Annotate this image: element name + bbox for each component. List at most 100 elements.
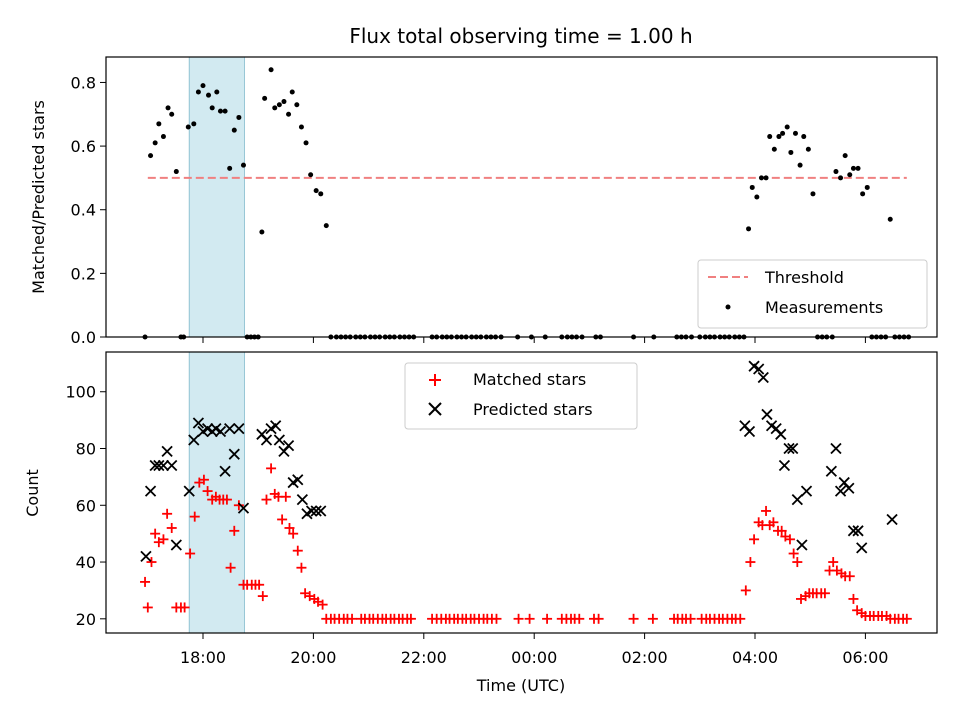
measurement-point (222, 108, 228, 114)
measurement-point (842, 153, 848, 159)
measurement-point (303, 140, 309, 146)
predicted-star-marker (292, 474, 304, 486)
bottom-y-tick-label: 20 (76, 610, 96, 629)
measurement-point (227, 165, 233, 171)
measurement-point (763, 175, 769, 181)
predicted-star-marker (228, 448, 240, 460)
matched-star-marker (146, 557, 157, 568)
legend-predicted-label: Predicted stars (473, 400, 593, 419)
measurement-point (810, 191, 816, 197)
top-x-ticks (202, 337, 866, 343)
highlight-band-rect (188, 351, 245, 634)
measurement-point (195, 89, 201, 95)
x-tick-label: 20:00 (290, 648, 336, 667)
matched-star-marker (735, 613, 746, 624)
predicted-star-marker (224, 422, 236, 435)
measurement-point (771, 146, 777, 152)
x-tick-label: 00:00 (511, 648, 557, 667)
x-axis-label: Time (UTC) (476, 676, 565, 695)
matched-star-marker (740, 585, 751, 596)
predicted-star-marker (886, 513, 898, 526)
measurement-point (173, 169, 179, 175)
matched-star-marker (844, 571, 855, 582)
top-y-axis-label: Matched/Predicted stars (29, 100, 48, 294)
bottom-x-axis: 18:00 20:00 22:00 00:00 02:00 04:00 06:00 (180, 633, 888, 667)
measurement-point (754, 194, 760, 200)
matched-star-marker (347, 613, 358, 624)
legend-matched-label: Matched stars (473, 370, 586, 389)
bottom-y-tick-label: 100 (65, 383, 96, 402)
matched-star-marker (202, 486, 213, 497)
matched-star-marker (647, 613, 658, 624)
measurement-point (214, 89, 220, 95)
predicted-star-marker (310, 505, 322, 517)
matched-star-marker (266, 463, 277, 474)
predicted-star-marker (743, 425, 756, 438)
measurement-point (209, 105, 215, 111)
predicted-star-marker (237, 502, 250, 514)
predicted-star-marker (273, 434, 285, 446)
bottom-axes-frame (105, 351, 938, 634)
predicted-star-marker (192, 417, 205, 429)
bottom-highlight-band (188, 351, 245, 634)
predicted-star-marker (170, 539, 182, 551)
matched-star-marker (542, 613, 553, 624)
matched-star-marker (233, 500, 244, 511)
measurement-point (259, 229, 265, 235)
matched-star-marker (524, 613, 535, 624)
predicted-star-marker (153, 459, 165, 472)
matched-star-marker (254, 579, 265, 590)
matched-star-marker (142, 602, 153, 613)
matched-star-marker (792, 557, 803, 568)
predicted-star-marker (305, 505, 318, 517)
measurement-point (169, 111, 175, 117)
matched-star-marker (288, 528, 299, 539)
top-y-tick-label: 0.4 (71, 201, 96, 220)
matched-star-marker (150, 528, 161, 539)
bottom-y-tick-label: 40 (76, 553, 96, 572)
bottom-y-tick-label: 80 (76, 440, 96, 459)
top-legend: Threshold Measurements (697, 259, 928, 329)
measurement-point (165, 105, 171, 111)
legend-measurements-swatch (725, 304, 731, 310)
x-tick-label: 22:00 (401, 648, 447, 667)
predicted-star-marker (796, 539, 808, 551)
predicted-star-marker (214, 425, 227, 438)
measurement-point (152, 140, 158, 146)
matched-star-marker (189, 511, 200, 522)
measurement-point (758, 175, 764, 181)
predicted-star-marker (847, 525, 860, 537)
measurement-point (294, 102, 300, 108)
measurement-point (262, 95, 268, 101)
matched-star-marker (513, 613, 524, 624)
matched-star-marker (574, 613, 585, 624)
matched-star-marker (162, 508, 173, 519)
matched-star-marker (166, 522, 177, 533)
predicted-star-marker (791, 493, 803, 506)
predicted-star-marker (856, 542, 868, 554)
predicted-star-marker (825, 465, 837, 477)
measurement-point (323, 223, 329, 229)
matched-star-marker (749, 534, 760, 545)
measurement-point (289, 89, 295, 95)
bottom-y-tick-label: 60 (76, 496, 96, 515)
matched-star-marker (257, 591, 268, 602)
predicted-star-marker (144, 485, 157, 497)
measurement-point (792, 130, 798, 136)
predicted-star-marker (270, 420, 282, 432)
matched-star-marker (317, 599, 328, 610)
matched-star-marker (491, 613, 502, 624)
predicted-star-marker (830, 442, 842, 455)
measurement-point (855, 165, 861, 171)
top-highlight-band (188, 56, 245, 338)
measurement-point (272, 105, 278, 111)
measurement-point (860, 191, 866, 197)
measurement-point (298, 124, 304, 130)
legend-predicted-swatch (428, 402, 442, 416)
matched-star-marker (848, 593, 859, 604)
top-y-tick-label: 0.6 (71, 137, 96, 156)
predicted-star-marker (783, 442, 795, 455)
matched-star-marker (745, 557, 756, 568)
matched-star-marker (405, 613, 416, 624)
